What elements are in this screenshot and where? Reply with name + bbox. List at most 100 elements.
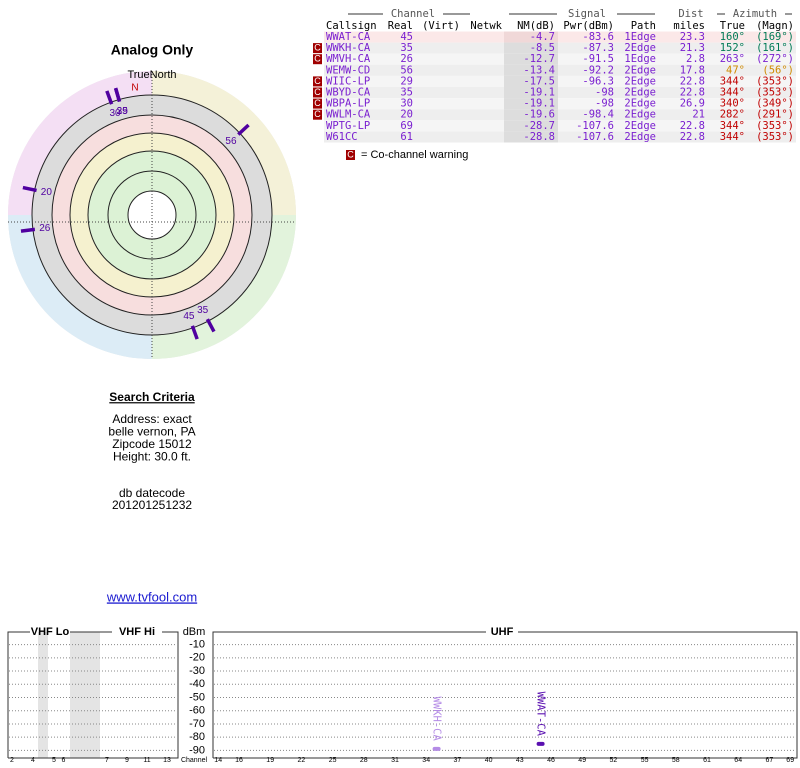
warning-marker: C: [314, 54, 321, 64]
x-tick-label: 28: [360, 757, 368, 764]
row-bg: [324, 120, 796, 132]
path: 2Edge: [624, 87, 656, 99]
column-header: Real: [388, 20, 413, 32]
row-bg: [324, 53, 796, 65]
y-tick-label: -50: [189, 691, 205, 703]
callsign: WPTG-LP: [326, 120, 370, 132]
site-link[interactable]: www.tvfool.com: [106, 589, 197, 604]
criteria-title: Search Criteria: [109, 390, 195, 404]
north-marker: N: [131, 83, 138, 94]
azimuth-true: 47°: [726, 64, 745, 76]
x-tick-label: 11: [143, 757, 150, 764]
azimuth-magn: (272°): [756, 53, 794, 65]
datecode: 201201251232: [112, 498, 192, 512]
station-mark: [105, 90, 114, 105]
x-tick-label: 61: [703, 757, 711, 764]
x-tick-label: 16: [235, 757, 243, 764]
band-label: UHF: [491, 626, 514, 638]
power: -107.6: [576, 131, 614, 143]
azimuth-magn: (353°): [756, 75, 794, 87]
channel: 35: [400, 87, 413, 99]
distance: 2.8: [686, 53, 705, 65]
y-tick-label: -90: [189, 744, 205, 756]
path: 2Edge: [624, 42, 656, 54]
warning-box: [313, 87, 322, 98]
row-bg: [324, 131, 796, 143]
callsign: WWLM-CA: [326, 109, 371, 121]
channel: 30: [400, 98, 413, 110]
x-tick-label: 58: [672, 757, 680, 764]
signal-bar: [536, 741, 545, 746]
channel: 45: [400, 31, 413, 43]
azimuth-true: 344°: [720, 87, 745, 99]
nm-cell-bg: [504, 75, 558, 87]
nm-cell-bg: [504, 131, 558, 143]
warning-box: [313, 76, 322, 87]
warning-box: [313, 54, 322, 65]
azimuth-magn: (349°): [756, 98, 794, 110]
power: -98: [595, 87, 614, 99]
nm: -28.8: [523, 131, 555, 143]
nm-cell-bg: [504, 109, 558, 121]
distance: 21: [692, 109, 705, 121]
channel: 69: [400, 120, 413, 132]
nm-cell-bg: [504, 98, 558, 110]
path: 2Edge: [624, 109, 656, 121]
criteria-line: Zipcode 15012: [112, 437, 192, 451]
distance: 22.8: [680, 87, 705, 99]
row-bg: [324, 98, 796, 110]
nm-cell-bg: [504, 53, 558, 65]
x-tick-label: 55: [641, 757, 649, 764]
y-tick-label: -70: [189, 718, 205, 730]
path: 2Edge: [624, 120, 656, 132]
warning-marker: C: [314, 76, 321, 86]
path: 2Edge: [624, 98, 656, 110]
group-header: Dist: [678, 8, 703, 20]
row-bg: [324, 64, 796, 76]
y-tick-label: -40: [189, 678, 205, 690]
power: -87.3: [582, 42, 614, 54]
power: -92.2: [582, 64, 614, 76]
x-tick-label: 2: [10, 757, 14, 764]
y-tick-label: -60: [189, 705, 205, 717]
path: 2Edge: [624, 131, 656, 143]
azimuth-magn: (353°): [756, 120, 794, 132]
azimuth-magn: (291°): [756, 109, 794, 121]
x-tick-label: 14: [214, 757, 222, 764]
north-label: TrueNorth: [127, 69, 176, 81]
station-label: 35: [117, 106, 129, 117]
column-header: (Virt): [422, 20, 460, 32]
nm: -19.6: [523, 109, 555, 121]
warning-marker: C: [314, 109, 321, 119]
column-header: Netwk: [470, 20, 502, 32]
distance: 22.8: [680, 75, 705, 87]
panel-title: Analog Only: [111, 42, 194, 58]
azimuth-true: 344°: [720, 120, 745, 132]
spectrum-frame: [7, 631, 798, 759]
x-tick-label: 7: [105, 757, 109, 764]
station-mark: [190, 325, 199, 340]
azimuth-magn: (169°): [756, 31, 794, 43]
nm-cell-bg: [504, 64, 558, 76]
warning-legend: = Co-channel warning: [361, 149, 468, 161]
x-tick-label: 64: [734, 757, 742, 764]
group-header: Signal: [568, 8, 606, 20]
warning-marker: C: [347, 149, 354, 159]
nm: -8.5: [530, 42, 555, 54]
station-label: 45: [183, 311, 195, 322]
criteria-line: Address: exact: [112, 412, 192, 426]
x-axis-label: Channel: [181, 757, 208, 764]
nm: -19.1: [523, 87, 555, 99]
x-tick-label: 9: [125, 757, 129, 764]
x-tick-label: 6: [62, 757, 66, 764]
row-bg: [324, 109, 796, 121]
y-tick-label: -30: [189, 665, 205, 677]
azimuth-magn: (353°): [756, 131, 794, 143]
azimuth-true: 160°: [720, 31, 745, 43]
station-label: 29: [117, 106, 129, 117]
warning-box: [313, 98, 322, 109]
station-callsign: WWKH-CA: [431, 697, 443, 742]
power: -98.4: [582, 109, 614, 121]
power: -83.6: [582, 31, 614, 43]
